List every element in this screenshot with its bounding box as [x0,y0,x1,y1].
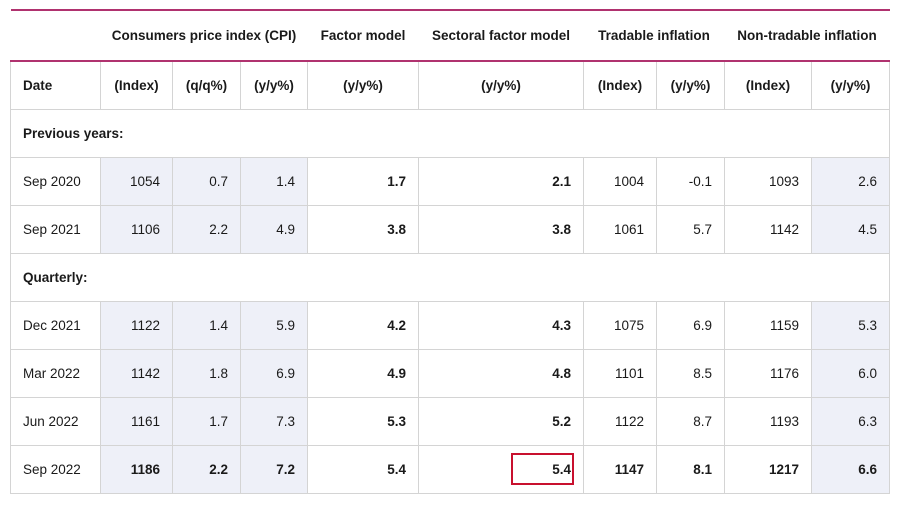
cell-cpi-yy: 6.9 [240,349,308,398]
group-header-tradable-inflation: Tradable inflation [583,9,725,62]
cell-factor-yy: 4.2 [307,301,419,350]
cell-nontradable-yy: 6.0 [811,349,891,398]
table-row: Mar 2022 1142 1.8 6.9 4.9 4.8 1101 8.5 1… [10,349,891,398]
group-header-row: Consumers price index (CPI) Factor model… [10,9,890,62]
cell-sectoral-yy-highlighted: 5.4 [418,445,584,494]
cell-tradable-yy: 5.7 [655,205,726,254]
col-header-factor-yy: (y/y%) [307,60,419,110]
cell-tradable-yy: 6.9 [655,301,726,350]
table-row: Jun 2022 1161 1.7 7.3 5.3 5.2 1122 8.7 1… [10,397,891,446]
cell-cpi-yy: 7.2 [240,445,308,494]
highlight-box [511,453,574,485]
table-row: Sep 2022 1186 2.2 7.2 5.4 5.4 1147 8.1 1… [10,445,891,494]
cell-sectoral-yy: 2.1 [418,157,584,206]
cell-cpi-index: 1054 [100,157,173,206]
cell-date: Sep 2021 [10,205,101,254]
cell-factor-yy: 1.7 [307,157,419,206]
cell-date: Dec 2021 [10,301,101,350]
cell-nontradable-index: 1193 [724,397,813,446]
table-container: Consumers price index (CPI) Factor model… [9,9,891,494]
cell-sectoral-yy: 3.8 [418,205,584,254]
cell-nontradable-yy: 6.3 [811,397,891,446]
cell-factor-yy: 4.9 [307,349,419,398]
cell-factor-yy: 5.3 [307,397,419,446]
cell-nontradable-yy: 2.6 [811,157,891,206]
section-row-previous-years: Previous years: [9,109,891,158]
group-header-non-tradable-inflation: Non-tradable inflation [724,9,890,62]
highlighted-value: 5.4 [552,462,571,477]
cell-tradable-yy: 8.5 [655,349,726,398]
cell-nontradable-index: 1142 [724,205,813,254]
cell-cpi-index: 1106 [100,205,173,254]
cell-factor-yy: 5.4 [307,445,419,494]
group-header-factor-model: Factor model [307,9,419,62]
cell-cpi-qq: 1.7 [172,397,241,446]
col-header-tradable-yy: (y/y%) [655,60,726,110]
col-header-tradable-index: (Index) [583,60,657,110]
cell-date: Jun 2022 [10,397,101,446]
cell-nontradable-index: 1217 [724,445,813,494]
cell-cpi-yy: 7.3 [240,397,308,446]
cell-cpi-qq: 1.8 [172,349,241,398]
cell-cpi-yy: 1.4 [240,157,308,206]
cell-nontradable-yy: 5.3 [811,301,891,350]
cell-date: Sep 2020 [10,157,101,206]
cell-nontradable-index: 1093 [724,157,813,206]
cell-tradable-yy: 8.7 [655,397,726,446]
col-header-cpi-qq: (q/q%) [172,60,241,110]
cell-tradable-index: 1061 [583,205,657,254]
cell-cpi-index: 1122 [100,301,173,350]
cell-tradable-index: 1147 [583,445,657,494]
cell-date: Sep 2022 [10,445,101,494]
cell-factor-yy: 3.8 [307,205,419,254]
cell-date: Mar 2022 [10,349,101,398]
cell-tradable-index: 1122 [583,397,657,446]
col-header-sectoral-yy: (y/y%) [418,60,584,110]
table-row: Sep 2021 1106 2.2 4.9 3.8 3.8 1061 5.7 1… [10,205,891,254]
cell-tradable-index: 1004 [583,157,657,206]
cell-tradable-index: 1075 [583,301,657,350]
cell-sectoral-yy: 5.2 [418,397,584,446]
col-header-cpi-index: (Index) [100,60,173,110]
table-row: Sep 2020 1054 0.7 1.4 1.7 2.1 1004 -0.1 … [10,157,891,206]
cell-cpi-qq: 1.4 [172,301,241,350]
col-header-nontradable-index: (Index) [724,60,813,110]
col-header-nontradable-yy: (y/y%) [811,60,891,110]
cell-nontradable-index: 1159 [724,301,813,350]
group-header-cpi: Consumers price index (CPI) [100,9,308,62]
cell-nontradable-yy: 6.6 [811,445,891,494]
cell-cpi-index: 1142 [100,349,173,398]
cell-cpi-index: 1186 [100,445,173,494]
group-header-sectoral-factor-model: Sectoral factor model [418,9,584,62]
cell-cpi-qq: 2.2 [172,445,241,494]
cell-nontradable-yy: 4.5 [811,205,891,254]
cell-sectoral-yy: 4.8 [418,349,584,398]
cell-tradable-yy: -0.1 [655,157,726,206]
unit-header-row: Date (Index) (q/q%) (y/y%) (y/y%) (y/y%)… [10,60,891,110]
section-row-quarterly: Quarterly: [9,253,891,302]
col-header-date: Date [10,60,101,110]
col-header-cpi-yy: (y/y%) [240,60,308,110]
cell-cpi-qq: 2.2 [172,205,241,254]
cell-nontradable-index: 1176 [724,349,813,398]
section-title: Previous years: [9,109,891,158]
cell-cpi-qq: 0.7 [172,157,241,206]
inflation-table: Consumers price index (CPI) Factor model… [9,9,891,494]
cell-sectoral-yy: 4.3 [418,301,584,350]
cell-tradable-yy: 8.1 [655,445,726,494]
cell-cpi-yy: 4.9 [240,205,308,254]
cell-cpi-yy: 5.9 [240,301,308,350]
cell-cpi-index: 1161 [100,397,173,446]
table-row: Dec 2021 1122 1.4 5.9 4.2 4.3 1075 6.9 1… [10,301,891,350]
cell-tradable-index: 1101 [583,349,657,398]
section-title: Quarterly: [9,253,891,302]
group-header-empty [10,9,101,62]
